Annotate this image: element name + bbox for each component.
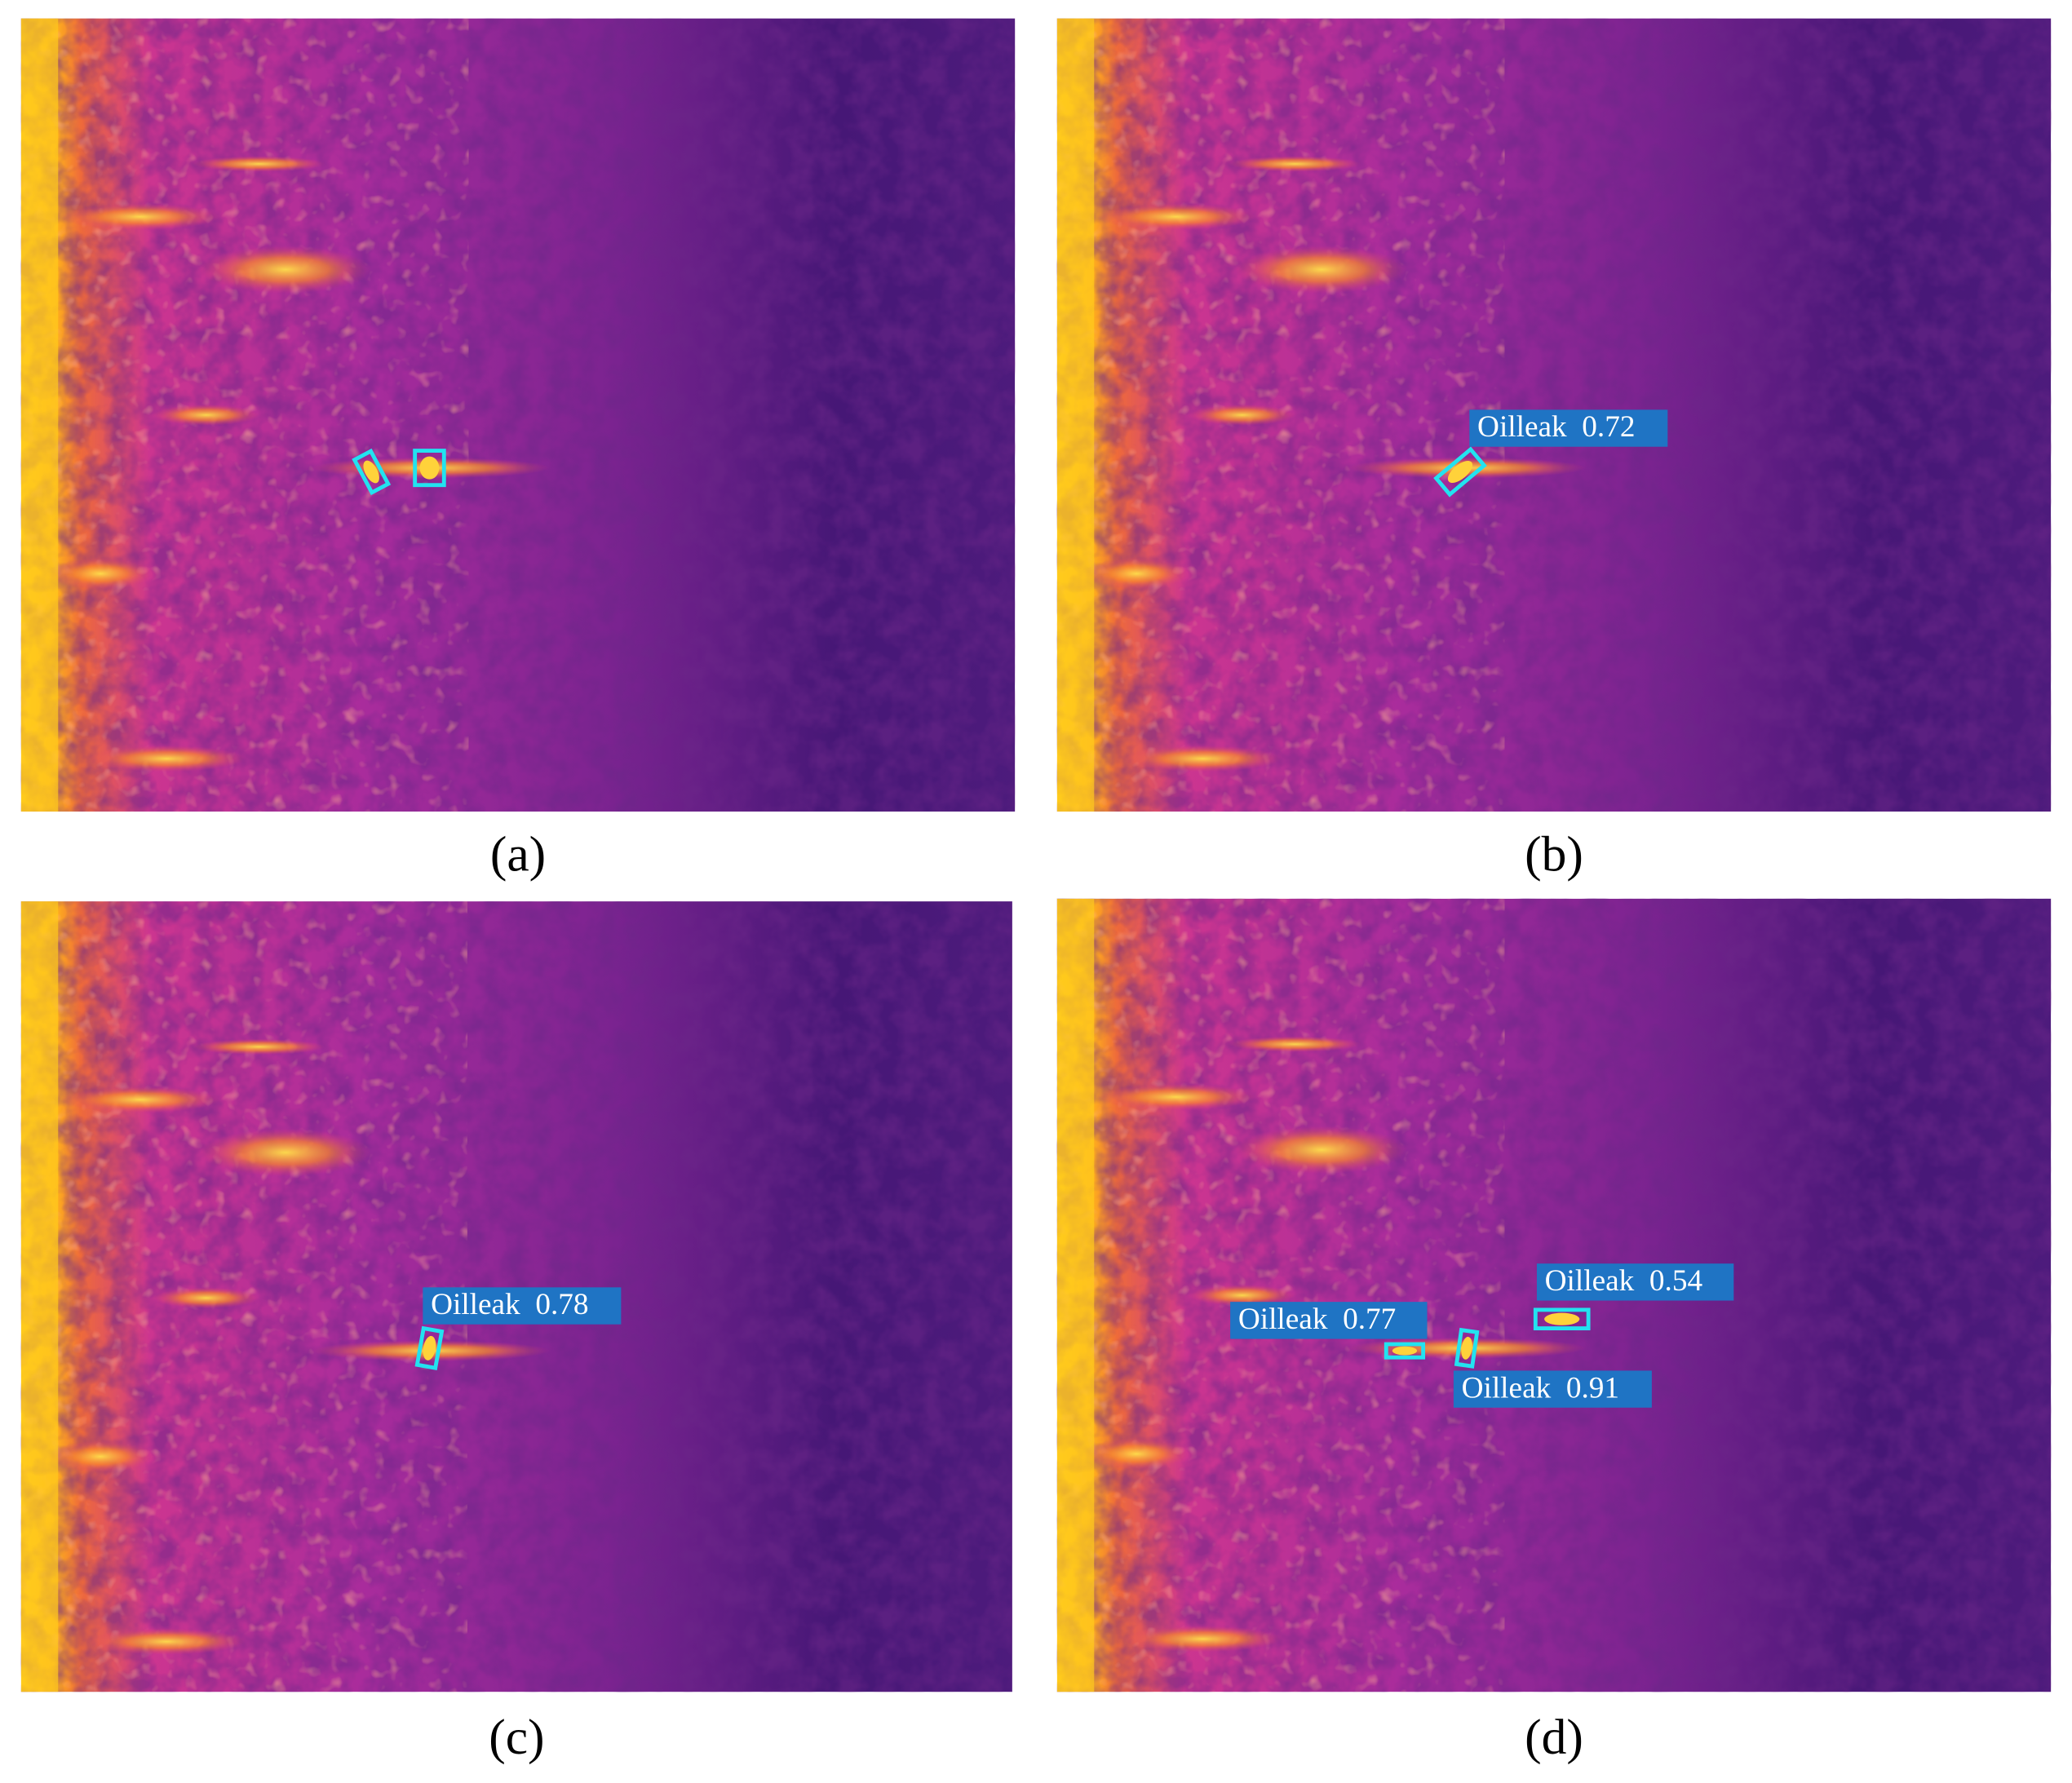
hot-spot: [199, 246, 372, 294]
hot-spot: [1235, 1126, 1408, 1174]
hot-spot: [1189, 404, 1295, 426]
hot-spot: [1096, 203, 1255, 230]
hot-spot: [60, 1086, 219, 1113]
label-background: [1453, 1370, 1652, 1408]
detection-box: [352, 448, 392, 496]
hot-spot: [1083, 1438, 1189, 1470]
leak-spot: [1461, 1336, 1472, 1360]
panel-caption: (c): [489, 1710, 544, 1765]
hot-spot: [199, 1128, 372, 1177]
detection-label: Oilleak 0.77: [1238, 1303, 1396, 1336]
hot-spot: [193, 1038, 325, 1055]
warm-edge: [1056, 18, 1095, 812]
detection-label: Oilleak 0.72: [1477, 410, 1635, 444]
detection-box: [1533, 1307, 1591, 1330]
label-background: [1469, 409, 1668, 447]
leak-spot: [1447, 460, 1473, 484]
leak-spot: [419, 456, 440, 480]
hot-spot: [60, 203, 219, 230]
label-background: [1536, 1263, 1734, 1301]
hot-spot: [1235, 246, 1408, 294]
hot-spot: [153, 404, 259, 426]
hot-spot: [153, 1287, 259, 1309]
hot-spot: [86, 745, 246, 772]
leak-spot: [1544, 1312, 1580, 1325]
hot-spot: [1122, 745, 1282, 772]
panel: [1056, 18, 2052, 812]
detection-box: [1433, 446, 1487, 498]
hot-spot: [47, 1440, 153, 1473]
hot-spot: [1189, 1285, 1295, 1307]
warm-edge: [20, 18, 59, 812]
detection-box: [1384, 1342, 1426, 1360]
warm-edge: [1056, 898, 1095, 1692]
hot-spot: [1122, 1626, 1282, 1652]
hot-spot: [1229, 1036, 1361, 1052]
detection-box: [414, 1325, 445, 1370]
detection-label: Oilleak 0.54: [1545, 1264, 1703, 1298]
hot-spot: [1096, 1083, 1255, 1111]
panel-caption: (b): [1525, 826, 1583, 882]
panel-caption: (d): [1525, 1710, 1583, 1765]
leak-spot: [363, 460, 379, 484]
label-background: [423, 1287, 622, 1325]
hot-spot: [1083, 557, 1189, 590]
detection-label: Oilleak 0.91: [1462, 1371, 1619, 1405]
detection-box: [413, 449, 446, 488]
panel: [20, 18, 1016, 812]
hot-spot: [86, 1628, 246, 1655]
leak-spot: [423, 1335, 436, 1360]
label-background: [1230, 1302, 1428, 1339]
detection-label: Oilleak 0.78: [431, 1288, 588, 1321]
detection-box: [1454, 1327, 1480, 1369]
hot-spot: [47, 557, 153, 590]
hot-spot: [193, 156, 325, 172]
hot-spot: [1229, 156, 1361, 172]
panel-caption: (a): [490, 826, 546, 882]
warm-edge: [20, 901, 59, 1692]
leak-spot: [1392, 1346, 1418, 1356]
